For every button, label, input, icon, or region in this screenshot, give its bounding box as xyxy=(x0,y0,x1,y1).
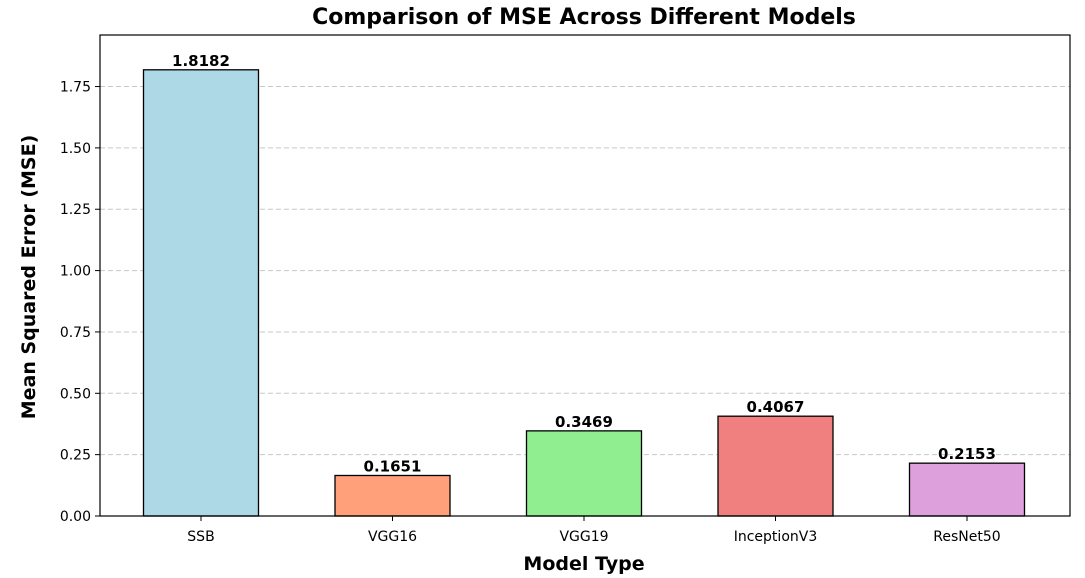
x-tick-label: InceptionV3 xyxy=(734,529,818,545)
y-tick-label: 1.75 xyxy=(60,80,91,96)
chart-title: Comparison of MSE Across Different Model… xyxy=(312,5,856,30)
bar-ssb xyxy=(142,69,260,517)
bars xyxy=(142,69,1026,517)
x-tick-label: ResNet50 xyxy=(933,529,1000,545)
value-label-ssb: 1.8182 xyxy=(172,52,230,70)
x-tick-label: SSB xyxy=(187,529,214,545)
value-label-inceptionv3: 0.4067 xyxy=(747,398,805,416)
bar-vgg19 xyxy=(525,430,643,517)
plot-frame xyxy=(99,34,1071,517)
value-labels: 1.8182 0.1651 0.3469 0.4067 0.2153 xyxy=(172,52,996,476)
y-tick-label: 1.00 xyxy=(60,264,91,280)
y-tick-label: 1.50 xyxy=(60,141,91,157)
value-label-resnet50: 0.2153 xyxy=(938,445,996,463)
axis-ticks: 0.00 0.25 0.50 0.75 1.00 1.25 1.50 1.75 SSB VGG16… xyxy=(60,80,1001,545)
value-label-vgg16: 0.1651 xyxy=(364,457,422,475)
y-tick-label: 0.25 xyxy=(60,448,91,464)
y-tick-label: 0.75 xyxy=(60,325,91,341)
y-axis-label: Mean Squared Error (MSE) xyxy=(18,135,40,420)
y-tick-label: 1.25 xyxy=(60,202,91,218)
x-axis-label: Model Type xyxy=(523,553,644,575)
x-tick-label: VGG16 xyxy=(368,529,417,545)
grid-lines xyxy=(100,86,1070,517)
y-tick-label: 0.50 xyxy=(60,386,91,402)
bar-inceptionv3 xyxy=(717,415,834,517)
value-label-vgg19: 0.3469 xyxy=(555,413,613,431)
y-tick-label: 0.00 xyxy=(60,509,91,525)
bar-vgg16 xyxy=(334,474,451,517)
bar-resnet50 xyxy=(908,462,1026,517)
x-tick-label: VGG19 xyxy=(559,529,608,545)
